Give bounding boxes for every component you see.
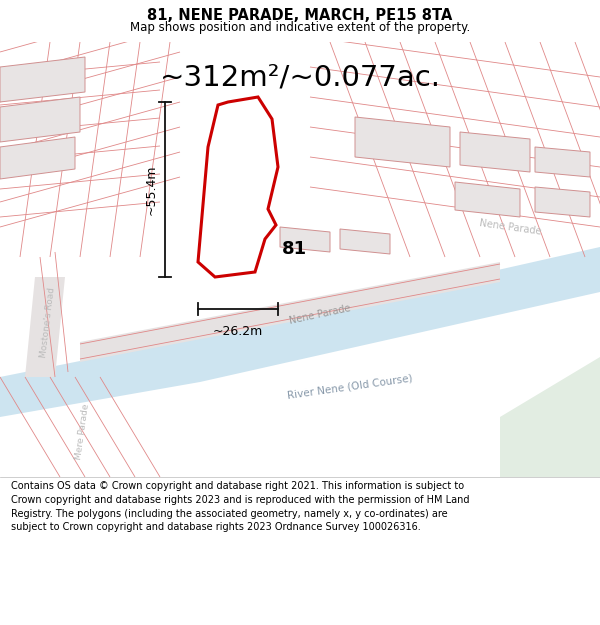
Text: ~55.4m: ~55.4m — [145, 164, 157, 215]
Text: Mostone's Road: Mostone's Road — [39, 286, 57, 357]
Polygon shape — [355, 117, 450, 167]
Text: Nene Parade: Nene Parade — [289, 304, 352, 326]
Polygon shape — [25, 277, 65, 377]
Polygon shape — [198, 97, 278, 277]
Text: ~312m²/~0.077ac.: ~312m²/~0.077ac. — [160, 63, 440, 91]
Polygon shape — [0, 97, 80, 142]
Polygon shape — [460, 132, 530, 172]
Polygon shape — [535, 147, 590, 177]
Polygon shape — [535, 187, 590, 217]
Text: River Nene (Old Course): River Nene (Old Course) — [287, 373, 413, 401]
Text: Contains OS data © Crown copyright and database right 2021. This information is : Contains OS data © Crown copyright and d… — [11, 481, 469, 532]
Polygon shape — [0, 57, 85, 102]
Polygon shape — [0, 137, 75, 179]
Text: 81: 81 — [282, 240, 307, 258]
Text: Nene Parade: Nene Parade — [478, 217, 542, 236]
Polygon shape — [0, 247, 600, 417]
Text: Mere Parade: Mere Parade — [74, 403, 91, 461]
Polygon shape — [80, 262, 500, 362]
Polygon shape — [280, 227, 330, 252]
Text: ~26.2m: ~26.2m — [213, 325, 263, 338]
Polygon shape — [500, 357, 600, 477]
Polygon shape — [455, 182, 520, 217]
Text: Map shows position and indicative extent of the property.: Map shows position and indicative extent… — [130, 21, 470, 34]
Text: 81, NENE PARADE, MARCH, PE15 8TA: 81, NENE PARADE, MARCH, PE15 8TA — [148, 8, 452, 23]
Polygon shape — [340, 229, 390, 254]
